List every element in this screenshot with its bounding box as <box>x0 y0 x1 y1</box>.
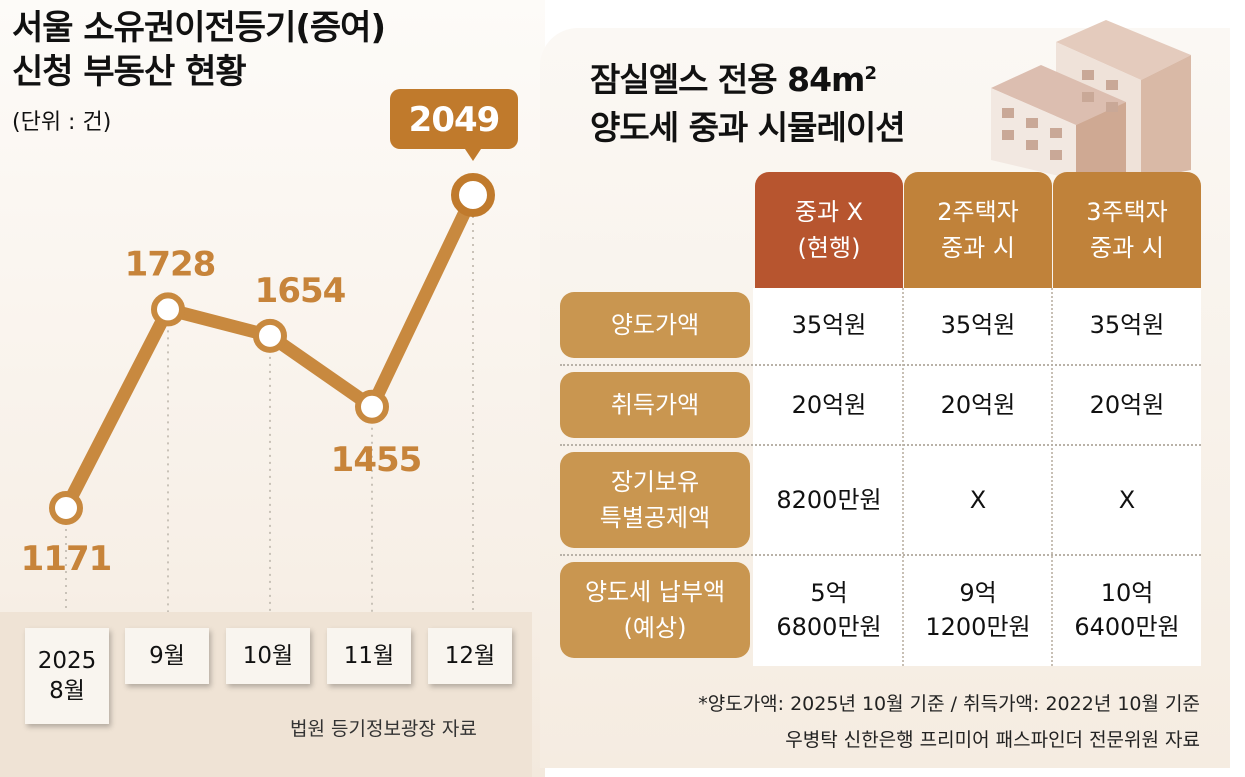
row-header-text: 양도가액 <box>610 311 700 339</box>
column-header-line2: 중과 시 <box>1090 234 1164 262</box>
x-label-text: 2025 8월 <box>37 648 97 704</box>
chart-title-line1: 서울 소유권이전등기(증여) <box>12 8 386 48</box>
row-header-acquisition-price: 취득가액 <box>560 372 750 438</box>
column-header-line2: (현행) <box>797 234 861 262</box>
cell: 20억원 <box>1089 391 1165 419</box>
chart-unit: (단위 : 건) <box>12 110 112 135</box>
footnote-line1: *양도가액: 2025년 10월 기준 / 취득가액: 2022년 10월 기준 <box>698 693 1200 715</box>
column-header-line1: 중과 X <box>794 198 864 226</box>
row-divider <box>560 364 1201 366</box>
row-divider <box>560 554 1201 556</box>
cell: 8200만원 <box>776 486 882 514</box>
superscript-2: 2 <box>864 63 876 84</box>
data-point <box>355 389 389 424</box>
x-label-text: 10월 <box>242 643 294 669</box>
row-header-line2: (예상) <box>623 614 687 642</box>
cell: X <box>969 486 987 514</box>
column-header-current: 중과 X (현행) <box>755 172 903 288</box>
footnote-line2: 우병탁 신한은행 프리미어 패스파인더 전문위원 자료 <box>785 729 1200 751</box>
data-label: 1171 <box>21 539 112 579</box>
row-header-sale-price: 양도가액 <box>560 292 750 358</box>
data-point <box>253 318 287 353</box>
row-header-expected-tax: 양도세 납부액 (예상) <box>560 562 750 658</box>
cell: 5억 6800만원 <box>776 579 882 641</box>
x-label-dec: 12월 <box>428 628 512 684</box>
x-label-oct: 10월 <box>226 628 310 684</box>
x-label-text: 9월 <box>149 643 185 669</box>
highlight-data-label: 2049 <box>409 100 500 140</box>
table-title-line1: 잠실엘스 전용 84m <box>590 60 865 99</box>
data-point <box>151 292 185 327</box>
data-label: 1728 <box>125 244 216 284</box>
data-label: 1654 <box>255 271 346 311</box>
table-title: 잠실엘스 전용 84m2 양도세 중과 시뮬레이션 <box>590 50 906 152</box>
row-header-line1: 양도세 납부액 <box>584 578 726 606</box>
table-title-line2: 양도세 중과 시뮬레이션 <box>590 108 906 147</box>
x-label-aug-2025: 2025 8월 <box>25 628 109 724</box>
data-point <box>451 173 495 217</box>
cell: 35억원 <box>791 311 867 339</box>
line-chart: 1171 1728 1654 1455 2049 <box>21 89 518 612</box>
cell: 10억 6400만원 <box>1074 579 1180 641</box>
x-label-sep: 9월 <box>125 628 209 684</box>
x-label-text: 11월 <box>343 643 395 669</box>
apartment-building-icon <box>991 20 1191 180</box>
data-label: 1455 <box>331 440 422 480</box>
table-body-background <box>753 288 1201 666</box>
row-header-line1: 장기보유 <box>610 468 700 496</box>
highlight-callout-box <box>390 89 518 149</box>
data-point <box>49 491 83 525</box>
column-divider <box>902 288 904 666</box>
cell: 35억원 <box>940 311 1016 339</box>
highlight-callout-pointer <box>465 149 481 161</box>
chart-title: 서울 소유권이전등기(증여) 신청 부동산 현황 <box>12 6 386 94</box>
x-label-text: 12월 <box>444 643 496 669</box>
cell: 9억 1200만원 <box>925 579 1031 641</box>
row-divider <box>560 444 1201 446</box>
row-header-text: 취득가액 <box>610 391 700 419</box>
column-header-line2: 중과 시 <box>941 234 1015 262</box>
chart-source: 법원 등기정보광장 자료 <box>290 718 477 740</box>
row-header-line2: 특별공제액 <box>599 504 711 532</box>
cell: 20억원 <box>940 391 1016 419</box>
chart-title-line2: 신청 부동산 현황 <box>12 52 247 92</box>
column-header-line1: 2주택자 <box>937 198 1019 226</box>
table-footnote: *양도가액: 2025년 10월 기준 / 취득가액: 2022년 10월 기준… <box>560 686 1200 758</box>
column-divider <box>1051 288 1053 666</box>
column-header-line1: 3주택자 <box>1086 198 1168 226</box>
cell: 35억원 <box>1089 311 1165 339</box>
cell: X <box>1118 486 1136 514</box>
cell: 20억원 <box>791 391 867 419</box>
x-label-nov: 11월 <box>327 628 411 684</box>
